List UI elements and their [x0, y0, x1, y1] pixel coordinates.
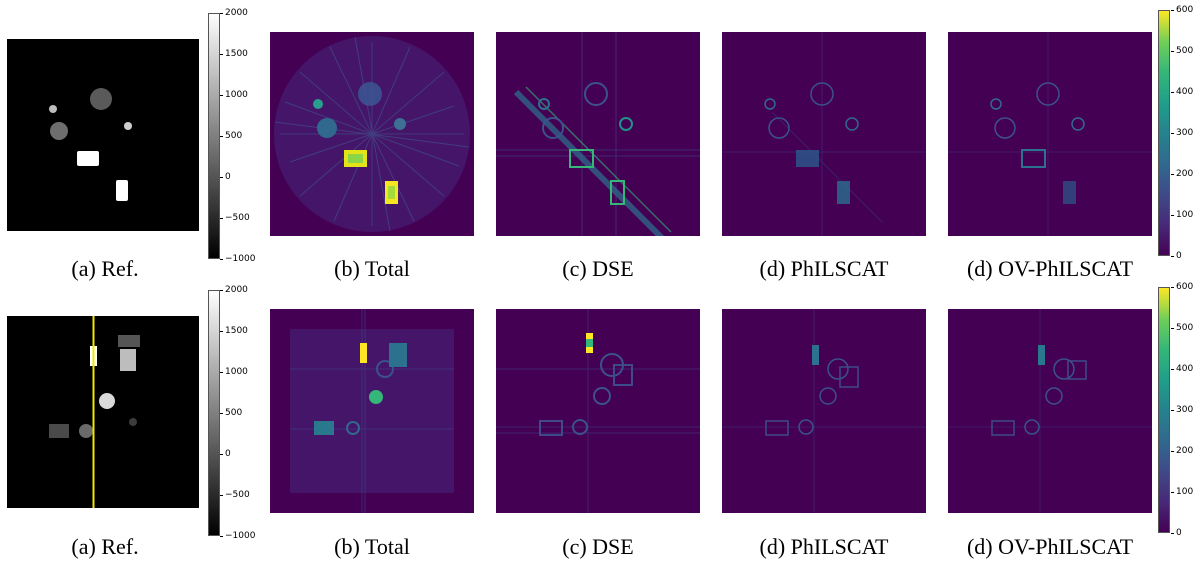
- viridis-tick: 400: [1170, 87, 1194, 97]
- viridis-tick: 500: [1170, 323, 1194, 333]
- gray-tick: −1000: [219, 531, 256, 541]
- gray-tick: 500: [219, 131, 243, 141]
- caption-dse: (c) DSE: [562, 534, 634, 559]
- caption-philscat: (d) PhILSCAT: [759, 534, 889, 559]
- viridis-tick: 100: [1170, 487, 1194, 497]
- ref-image-1: [7, 39, 199, 231]
- gray-tick: 0: [220, 449, 231, 459]
- gray-tick: 1000: [220, 90, 248, 100]
- viridis-tick: 200: [1170, 446, 1194, 456]
- gray-tick: 2000: [220, 285, 248, 295]
- caption-ov-philscat: (d) OV-PhILSCAT: [966, 534, 1134, 559]
- gray-tick: 1000: [220, 367, 248, 377]
- ov-philscat-error-image-1: [948, 32, 1152, 236]
- gray-tick: −1000: [219, 254, 256, 264]
- total-error-image-1: [270, 32, 474, 236]
- viridis-tick: 600: [1170, 5, 1194, 15]
- caption-total: (b) Total: [334, 534, 410, 559]
- viridis-tick: 0: [1171, 528, 1182, 538]
- total-error-image-2: [270, 309, 474, 513]
- philscat-error-image-1: [722, 32, 926, 236]
- ov-philscat-error-image-2: [948, 309, 1152, 513]
- viridis-tick: 300: [1170, 128, 1194, 138]
- dse-error-image-2: [496, 309, 700, 513]
- caption-total: (b) Total: [334, 256, 410, 281]
- viridis-colorbar-2: [1158, 287, 1170, 533]
- gray-tick: 1500: [220, 326, 248, 336]
- caption-ref: (a) Ref.: [71, 256, 139, 281]
- gray-tick: 2000: [220, 8, 248, 18]
- viridis-tick: 100: [1170, 210, 1194, 220]
- gray-tick: −500: [220, 213, 250, 223]
- viridis-tick: 0: [1171, 251, 1182, 261]
- caption-ref: (a) Ref.: [71, 534, 139, 559]
- caption-dse: (c) DSE: [562, 256, 634, 281]
- caption-ov-philscat: (d) OV-PhILSCAT: [966, 256, 1134, 281]
- ref-image-2: [7, 316, 199, 508]
- gray-colorbar-2: [208, 290, 220, 536]
- gray-tick: 500: [219, 408, 243, 418]
- gray-colorbar-1: [208, 13, 220, 259]
- caption-philscat: (d) PhILSCAT: [759, 256, 889, 281]
- dse-error-image-1: [496, 32, 700, 236]
- viridis-colorbar-1: [1158, 10, 1170, 256]
- viridis-tick: 500: [1170, 46, 1194, 56]
- gray-tick: 0: [220, 172, 231, 182]
- philscat-error-image-2: [722, 309, 926, 513]
- viridis-tick: 600: [1170, 282, 1194, 292]
- gray-tick: 1500: [220, 49, 248, 59]
- viridis-tick: 400: [1170, 364, 1194, 374]
- viridis-tick: 300: [1170, 405, 1194, 415]
- viridis-tick: 200: [1170, 169, 1194, 179]
- gray-tick: −500: [220, 490, 250, 500]
